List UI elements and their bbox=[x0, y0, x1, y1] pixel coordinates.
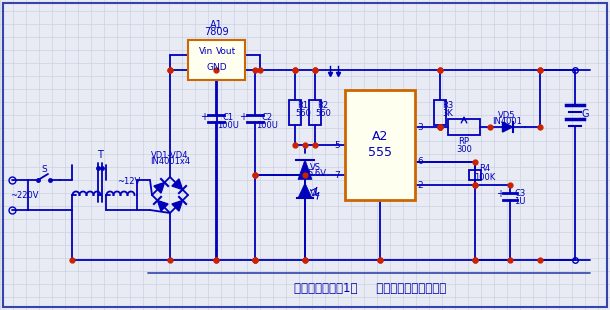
Text: IN4001x4: IN4001x4 bbox=[150, 157, 190, 166]
Polygon shape bbox=[298, 183, 312, 198]
Text: C1: C1 bbox=[223, 113, 234, 122]
Text: 560: 560 bbox=[295, 108, 311, 117]
Text: Vin: Vin bbox=[199, 47, 213, 56]
Bar bbox=[434, 100, 446, 125]
Text: A2: A2 bbox=[372, 131, 388, 144]
Polygon shape bbox=[172, 179, 182, 189]
Text: 560: 560 bbox=[315, 108, 331, 117]
Text: 300: 300 bbox=[456, 144, 472, 153]
Text: 6: 6 bbox=[417, 157, 423, 166]
Text: C2: C2 bbox=[262, 113, 273, 122]
Text: VL: VL bbox=[310, 188, 320, 197]
Text: RP: RP bbox=[459, 136, 470, 145]
Text: 7: 7 bbox=[334, 170, 340, 179]
Text: R2: R2 bbox=[317, 100, 329, 109]
Text: ~12V: ~12V bbox=[117, 178, 140, 187]
Polygon shape bbox=[157, 201, 168, 211]
Text: +: + bbox=[496, 189, 504, 199]
Text: 5.6V: 5.6V bbox=[307, 170, 326, 179]
Bar bbox=[309, 100, 321, 125]
Polygon shape bbox=[503, 122, 512, 132]
Text: VD1-VD4: VD1-VD4 bbox=[151, 150, 188, 160]
Text: 全自动充电器（1）     电子制作天地收藏整理: 全自动充电器（1） 电子制作天地收藏整理 bbox=[294, 281, 446, 294]
FancyBboxPatch shape bbox=[188, 40, 245, 80]
Text: GND: GND bbox=[206, 64, 227, 73]
Text: 2: 2 bbox=[417, 180, 423, 189]
Text: VS: VS bbox=[309, 162, 320, 171]
Polygon shape bbox=[172, 201, 182, 211]
Text: 3: 3 bbox=[417, 122, 423, 131]
Text: C3: C3 bbox=[514, 189, 526, 198]
Text: G: G bbox=[581, 109, 589, 119]
Bar bbox=[289, 100, 301, 125]
Polygon shape bbox=[298, 160, 312, 179]
Text: S: S bbox=[41, 166, 47, 175]
Text: +: + bbox=[239, 112, 247, 122]
Bar bbox=[448, 119, 480, 135]
FancyBboxPatch shape bbox=[345, 90, 415, 200]
Text: T: T bbox=[97, 150, 103, 160]
Text: R4: R4 bbox=[479, 164, 490, 173]
Bar bbox=[469, 170, 481, 180]
Text: R1: R1 bbox=[298, 100, 309, 109]
Text: 5: 5 bbox=[334, 140, 340, 149]
Text: ~220V: ~220V bbox=[10, 191, 38, 200]
Text: VD5: VD5 bbox=[498, 110, 515, 119]
Text: 100U: 100U bbox=[217, 121, 239, 130]
Text: +: + bbox=[200, 112, 208, 122]
Text: 100U: 100U bbox=[256, 121, 278, 130]
Text: A1: A1 bbox=[210, 20, 223, 30]
Text: 7809: 7809 bbox=[204, 27, 229, 37]
Text: 100K: 100K bbox=[475, 173, 495, 182]
Text: Vout: Vout bbox=[217, 47, 237, 56]
Text: R3: R3 bbox=[442, 100, 454, 109]
Text: IN4001: IN4001 bbox=[492, 117, 522, 126]
Polygon shape bbox=[154, 183, 165, 193]
Text: 1U: 1U bbox=[514, 197, 526, 206]
Text: 555: 555 bbox=[368, 147, 392, 160]
Text: 3K: 3K bbox=[443, 108, 453, 117]
